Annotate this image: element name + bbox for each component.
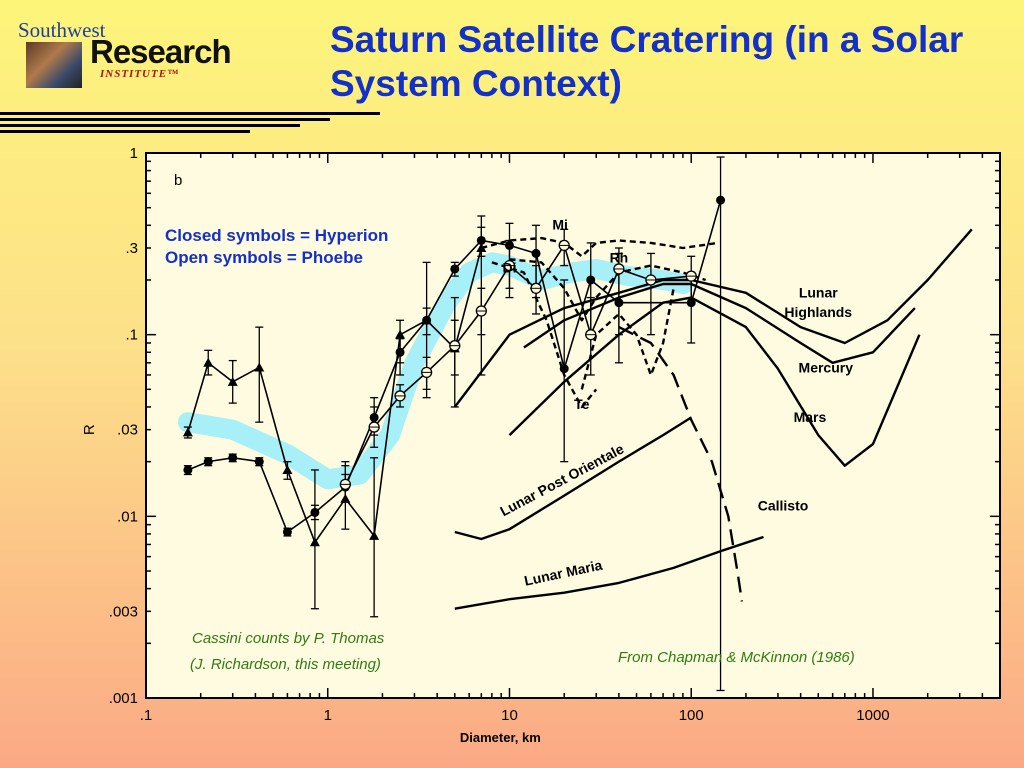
x-tick-label: 1000 xyxy=(856,707,889,724)
rule-line xyxy=(0,112,380,115)
filled-circle-marker xyxy=(183,465,193,475)
filled-circle-marker xyxy=(716,195,726,205)
y-tick-label: .003 xyxy=(109,603,138,620)
triangle-marker xyxy=(369,530,380,540)
x-tick-label: 100 xyxy=(679,707,704,724)
y-tick-label: .03 xyxy=(117,422,138,439)
panel-label: b xyxy=(174,172,182,189)
triangle-marker xyxy=(395,329,406,339)
plot-frame xyxy=(145,152,1001,699)
reference-curve xyxy=(618,326,744,602)
reference-curve xyxy=(454,416,692,541)
triangle-marker xyxy=(227,376,238,386)
plot-background xyxy=(146,153,1000,698)
filled-circle-marker xyxy=(422,315,432,325)
triangle-marker xyxy=(309,537,320,547)
curve-annotation: Di xyxy=(502,259,516,275)
filled-circle-marker xyxy=(559,364,569,374)
phoebe-band-layer xyxy=(146,153,1000,698)
y-tick-label: 1 xyxy=(130,145,138,162)
reference-curve xyxy=(491,261,598,409)
curve-annotation: Callisto xyxy=(758,497,809,513)
y-tick-label: .001 xyxy=(109,690,138,707)
reference-curves-layer xyxy=(453,228,973,610)
x-axis-label: Diameter, km xyxy=(460,730,541,745)
curve-annotation: Rh xyxy=(610,249,629,265)
x-tick-label: .1 xyxy=(140,707,153,724)
reference-curve xyxy=(523,282,916,364)
reference-curve xyxy=(508,296,921,467)
logo-institute: INSTITUTE™ xyxy=(100,68,180,80)
note-open-symbols: Open symbols = Phoebe xyxy=(165,248,363,267)
triangle-marker xyxy=(282,464,293,474)
curve-annotation: Te xyxy=(574,396,590,412)
filled-circle-marker xyxy=(586,275,596,285)
triangle-marker xyxy=(254,362,265,372)
filled-circle-marker xyxy=(282,527,292,537)
curve-annotation: Mi xyxy=(552,216,568,232)
reference-curve xyxy=(453,228,973,408)
note-closed-symbols: Closed symbols = Hyperion xyxy=(165,226,389,245)
institute-logo: Southwest Research INSTITUTE™ xyxy=(14,18,234,90)
note-cassini-counts: Cassini counts by P. Thomas xyxy=(192,630,385,647)
data-series-layer xyxy=(182,156,726,692)
curve-annotation: Mercury xyxy=(799,359,854,375)
curve-annotation: Mars xyxy=(794,409,827,425)
filled-circle-marker xyxy=(531,248,541,258)
logo-image xyxy=(26,42,82,88)
triangle-marker xyxy=(203,357,214,367)
filled-circle-marker xyxy=(476,235,486,245)
triangle-marker xyxy=(182,427,193,437)
filled-circle-marker xyxy=(310,507,320,517)
slide-title: Saturn Satellite Cratering (in a Solar S… xyxy=(330,19,964,104)
rule-line xyxy=(0,124,300,127)
rule-line xyxy=(0,118,330,121)
series-line xyxy=(187,247,483,544)
note-source: From Chapman & McKinnon (1986) xyxy=(618,649,855,666)
curve-annotation: Highlands xyxy=(784,304,852,320)
axes-layer xyxy=(145,152,1001,699)
rule-line xyxy=(0,130,250,133)
filled-circle-marker xyxy=(395,347,405,357)
filled-circle-marker xyxy=(254,457,264,467)
y-tick-label: .01 xyxy=(117,508,138,525)
reference-curve xyxy=(480,236,718,258)
filled-circle-marker xyxy=(228,453,238,463)
note-cassini-meeting: (J. Richardson, this meeting) xyxy=(190,656,381,673)
header-rules xyxy=(0,104,400,134)
y-tick-label: .3 xyxy=(125,240,138,257)
logo-research: Research xyxy=(90,33,232,70)
filled-circle-marker xyxy=(203,457,213,467)
filled-circle-marker xyxy=(450,264,460,274)
x-tick-label: 1 xyxy=(324,707,332,724)
logo-southwest: Southwest xyxy=(18,18,106,42)
x-tick-label: 10 xyxy=(501,707,518,724)
reference-curve xyxy=(454,535,764,610)
curve-annotation: Lunar xyxy=(799,285,838,301)
y-axis-label: R xyxy=(81,424,98,435)
reference-curve xyxy=(580,288,675,390)
y-tick-label: .1 xyxy=(125,327,138,344)
reference-curve xyxy=(509,258,706,322)
